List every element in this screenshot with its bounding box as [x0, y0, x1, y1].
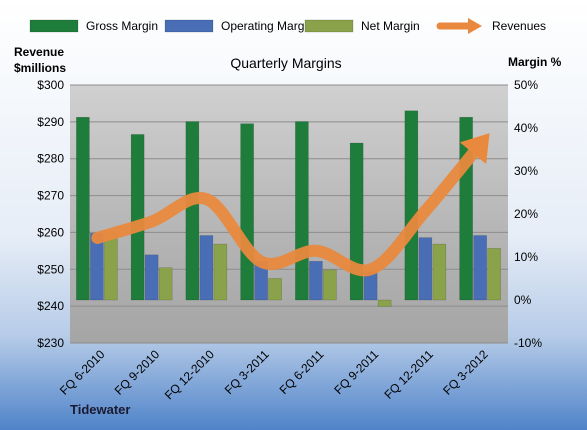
right-tick-label: 10%	[514, 250, 538, 264]
net-margin-bar	[432, 243, 447, 301]
gross-margin-legend-label: Gross Margin	[86, 19, 158, 33]
right-tick-label: 20%	[514, 207, 538, 221]
revenues-legend-label: Revenues	[492, 19, 546, 33]
gross-margin-bar	[295, 121, 309, 301]
right-tick-label: 50%	[514, 78, 538, 92]
net-margin-bar	[377, 299, 392, 307]
operating-margin-bar	[144, 254, 159, 301]
left-tick-label: $270	[37, 189, 64, 203]
right-tick-label: -10%	[514, 336, 542, 350]
gross-margin-legend-swatch	[29, 19, 79, 33]
net-margin-legend-label: Net Margin	[361, 19, 420, 33]
revenues-arrowhead	[459, 133, 490, 165]
net-margin-bar	[268, 278, 282, 301]
operating-margin-legend-swatch	[164, 19, 214, 33]
right-axis-ticks: -10% 0% 10% 20% 30% 40% 50%	[514, 78, 542, 350]
left-tick-label: $260	[37, 225, 64, 239]
net-margin-bar	[213, 243, 228, 301]
revenue-line-group	[91, 133, 490, 277]
left-tick-label: $250	[37, 262, 64, 276]
gross-margin-bar	[76, 117, 90, 301]
net-margin-legend-swatch	[304, 19, 354, 33]
net-margin-bar	[158, 267, 173, 301]
left-tick-label: $280	[37, 152, 64, 166]
left-tick-label: $230	[37, 336, 64, 350]
operating-margin-bar	[309, 261, 323, 301]
chart-title: Quarterly Margins	[230, 55, 341, 71]
operating-margin-legend-label: Operating Margin	[221, 19, 314, 33]
net-margin-bar	[104, 233, 118, 301]
operating-margin-bar	[473, 235, 487, 301]
left-axis-unit: $millions	[14, 61, 66, 75]
net-margin-bar	[487, 248, 501, 301]
legend: Gross Margin Operating Margin Net Margin Re…	[29, 18, 546, 34]
net-margin-bar	[323, 269, 337, 301]
company-name: Tidewater	[70, 402, 130, 417]
gross-margin-bar	[240, 123, 254, 301]
gross-margin-bar	[404, 110, 419, 301]
right-tick-label: 30%	[514, 164, 538, 178]
revenues-line	[91, 137, 487, 277]
right-tick-label: 40%	[514, 121, 538, 135]
operating-margin-bar	[199, 235, 214, 301]
operating-margin-bar	[418, 237, 433, 301]
left-tick-label: $240	[37, 299, 64, 313]
left-tick-label: $300	[37, 78, 64, 92]
revenues-legend-arrow	[468, 18, 482, 34]
left-tick-label: $290	[37, 115, 64, 129]
right-axis-title: Margin %	[508, 55, 562, 69]
left-axis-ticks: $230 $240 $250 $260 $270 $280 $290 $300	[37, 78, 64, 350]
gross-margin-bar	[185, 121, 200, 301]
right-tick-label: 0%	[514, 293, 532, 307]
left-axis-title: Revenue	[14, 45, 64, 59]
gross-margin-bar	[130, 134, 145, 301]
gross-margin-bar	[349, 142, 364, 301]
